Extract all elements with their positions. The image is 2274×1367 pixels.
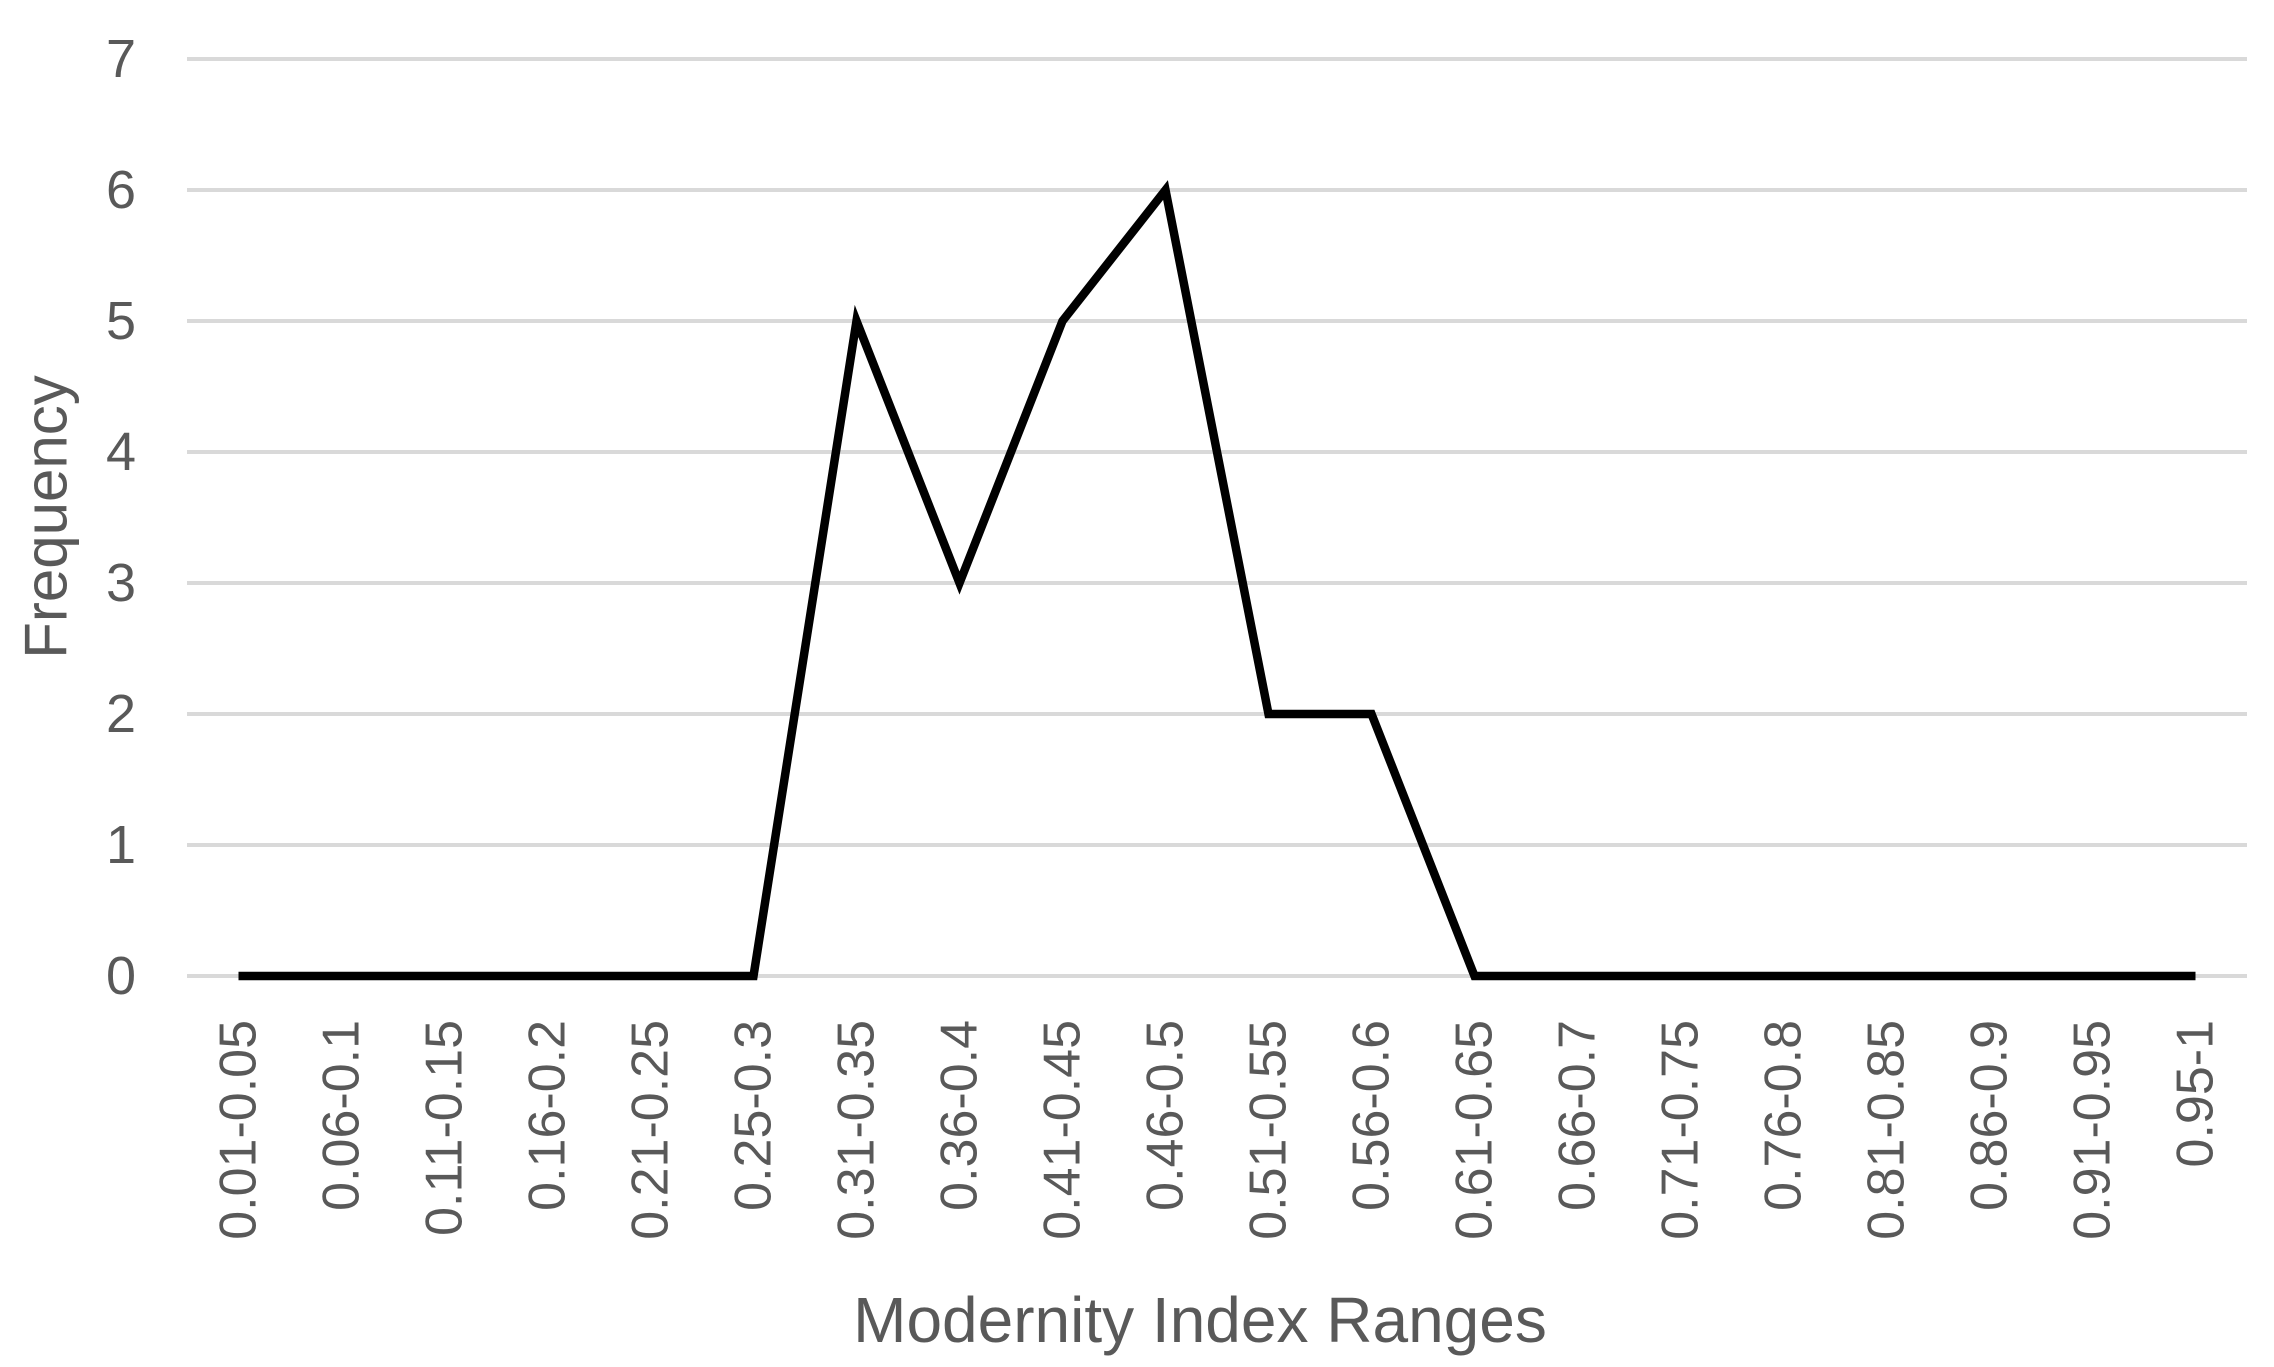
x-tick-label: 0.86-0.9 (1961, 1020, 2019, 1211)
y-tick-label: 0 (106, 946, 136, 1006)
x-tick-label: 0.06-0.1 (313, 1020, 371, 1211)
y-axis-title: Frequency (13, 375, 80, 658)
x-tick-label: 0.71-0.75 (1652, 1020, 1710, 1240)
x-tick-label: 0.56-0.6 (1343, 1020, 1401, 1211)
x-axis-tick-labels: 0.01-0.05 0.06-0.1 0.11-0.15 0.16-0.2 0.21-0… (210, 1020, 2225, 1240)
x-tick-label: 0.76-0.8 (1755, 1020, 1813, 1211)
x-tick-label: 0.21-0.25 (622, 1020, 680, 1240)
x-tick-label: 0.16-0.2 (519, 1020, 577, 1211)
x-tick-label: 0.41-0.45 (1034, 1020, 1092, 1240)
x-tick-label: 0.66-0.7 (1549, 1020, 1607, 1211)
x-tick-label: 0.51-0.55 (1240, 1020, 1298, 1240)
frequency-series-line (238, 180, 2196, 981)
x-tick-label: 0.91-0.95 (2064, 1020, 2122, 1240)
y-tick-label: 4 (106, 422, 136, 482)
y-tick-label: 6 (106, 160, 136, 220)
x-tick-label: 0.31-0.35 (828, 1020, 886, 1240)
x-tick-label: 0.61-0.65 (1446, 1020, 1504, 1240)
x-tick-label: 0.36-0.4 (931, 1020, 989, 1211)
y-tick-label: 1 (106, 815, 136, 875)
x-tick-label: 0.46-0.5 (1137, 1020, 1195, 1211)
gridlines (187, 57, 2247, 978)
x-tick-label: 0.95-1 (2167, 1020, 2225, 1167)
y-axis-tick-labels: 0 1 2 3 4 5 6 7 (106, 29, 136, 1006)
y-tick-label: 2 (106, 684, 136, 744)
x-tick-label: 0.81-0.85 (1858, 1020, 1916, 1240)
y-tick-label: 3 (106, 553, 136, 613)
y-tick-label: 7 (106, 29, 136, 89)
x-tick-label: 0.11-0.15 (416, 1020, 474, 1236)
x-axis-title: Modernity Index Ranges (853, 1284, 1547, 1356)
x-tick-label: 0.25-0.3 (725, 1020, 783, 1211)
y-tick-label: 5 (106, 291, 136, 351)
x-tick-label: 0.01-0.05 (210, 1020, 268, 1240)
